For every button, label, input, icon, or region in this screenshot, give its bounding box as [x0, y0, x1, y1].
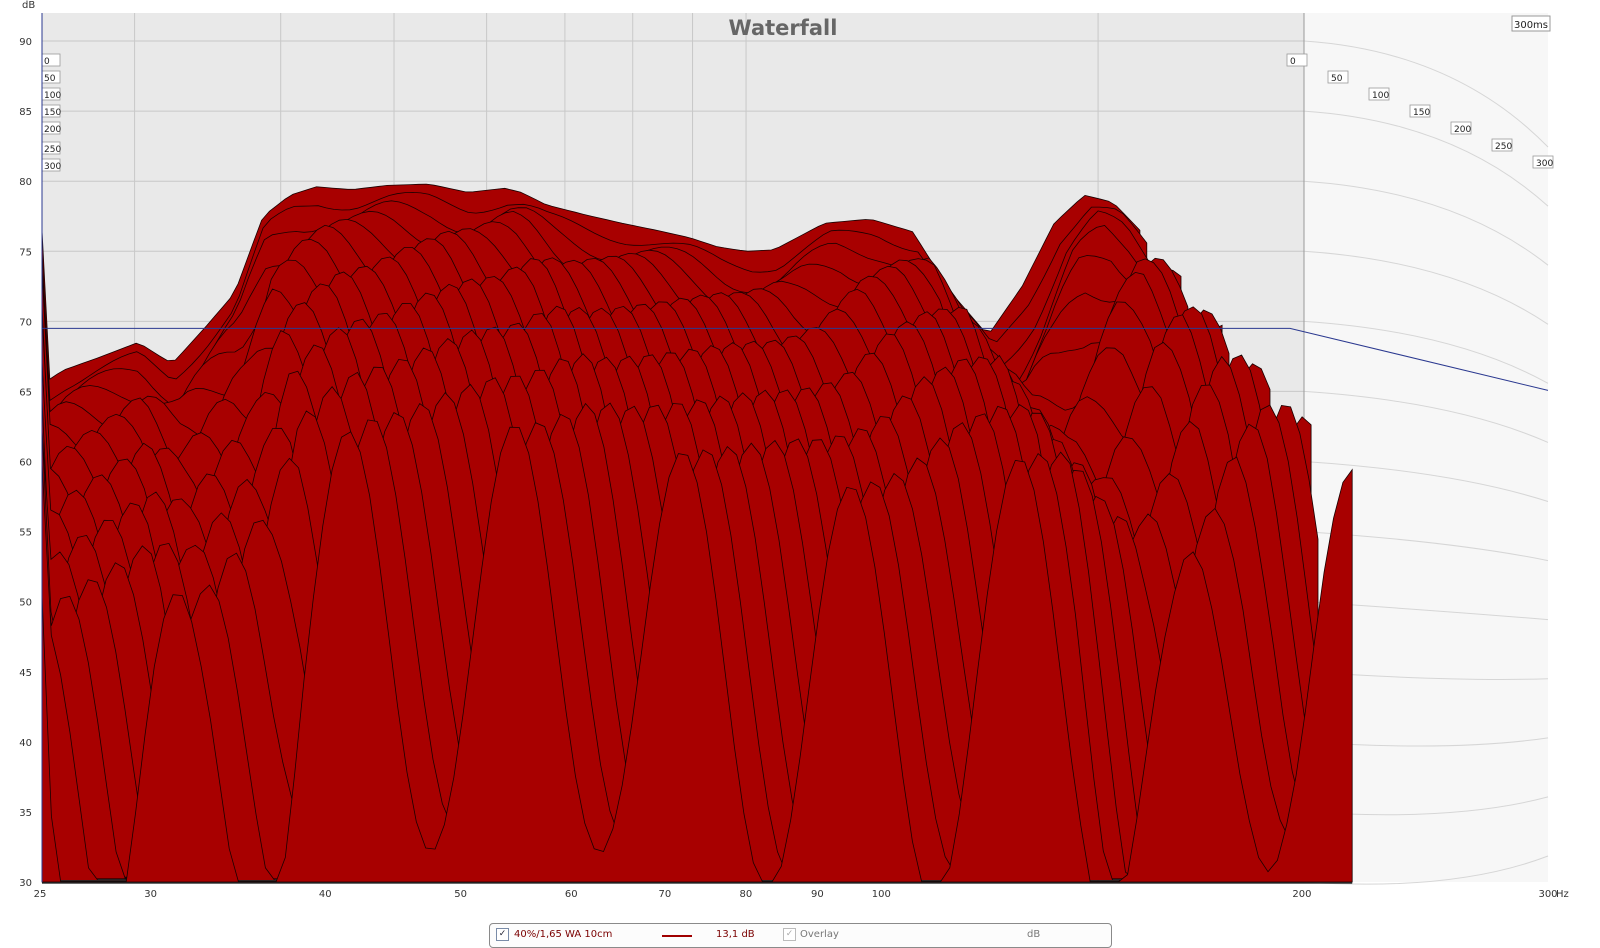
side-grid-line: [1303, 110, 1549, 207]
y-tick-label: 50: [19, 598, 32, 609]
time-tick-label: 0: [44, 57, 50, 67]
time-tick-label-right: 100: [1372, 91, 1389, 101]
time-tick-label: 300: [44, 162, 61, 172]
reference-line: [42, 327, 1549, 391]
y-tick-label: 85: [19, 107, 32, 118]
x-tick-label: 300: [1538, 889, 1557, 900]
time-tick-box-right: [1532, 155, 1554, 169]
x-tick-label: 40: [319, 889, 332, 900]
side-grid-line: [1303, 250, 1549, 325]
measurement-checkbox[interactable]: ✓: [496, 928, 509, 941]
y-axis-unit: dB: [22, 0, 35, 11]
time-tick-label-right: 150: [1413, 108, 1430, 118]
x-tick-label: 90: [811, 889, 824, 900]
time-tick-label-right: 0: [1290, 57, 1296, 67]
time-tick-label-right: 200: [1454, 125, 1471, 135]
measurement-color-swatch: [662, 935, 692, 937]
overlay-checkbox[interactable]: ✓: [783, 928, 796, 941]
legend-bar: ✓ 40%/1,65 WA 10cm 13,1 dB ✓ Overlay dB: [489, 923, 1112, 948]
x-tick-label: 70: [658, 889, 671, 900]
waterfall-slice: [41, 426, 1353, 883]
time-tick-label-right: 300: [1536, 159, 1553, 169]
side-grid-line: [1303, 320, 1549, 384]
x-tick-label: 100: [872, 889, 891, 900]
time-tick-box-right: [1327, 70, 1349, 84]
side-grid-line: [1303, 461, 1549, 502]
y-tick-label: 65: [19, 387, 32, 398]
axes: 25 30 40 50 60 70 80 90 100 200 300303540455055606…: [19, 13, 1558, 900]
y-tick-label: 60: [19, 458, 32, 469]
time-tick-label-right: 250: [1495, 142, 1512, 152]
y-tick-label: 75: [19, 247, 32, 258]
y-tick-label: 55: [19, 528, 32, 539]
measurement-value: 13,1 dB: [716, 929, 755, 940]
y-tick-label: 80: [19, 177, 32, 188]
time-label-box: [1511, 15, 1551, 32]
y-tick-label: 90: [19, 37, 32, 48]
time-tick-label: 100: [44, 91, 61, 101]
x-tick-label: 30: [144, 889, 157, 900]
measurement-label[interactable]: 40%/1,65 WA 10cm: [514, 929, 613, 940]
time-tick-box-right: [1491, 138, 1513, 152]
side-grid-line: [1303, 40, 1549, 148]
waterfall-slices: [41, 183, 1353, 884]
time-tick-label: 50: [44, 74, 56, 84]
time-tick-label: 250: [44, 145, 61, 155]
y-tick-label: 30: [19, 878, 32, 889]
time-tick-box-right: [1450, 121, 1472, 135]
side-grid-line: [1303, 180, 1549, 266]
y-tick-label: 45: [19, 668, 32, 679]
time-tick-box-right: [1409, 104, 1431, 118]
side-grid-line: [1303, 855, 1549, 885]
x-tick-label: 50: [454, 889, 467, 900]
time-tick-box-right: [1286, 53, 1308, 67]
time-tick-label: 200: [44, 125, 61, 135]
time-tick-box-right: [1368, 87, 1390, 101]
unit-label: dB: [1027, 929, 1041, 940]
time-tick-label-right: 50: [1331, 74, 1343, 84]
side-grid-line: [1303, 390, 1549, 443]
x-tick-label: 80: [740, 889, 753, 900]
y-tick-label: 40: [19, 738, 32, 749]
x-tick-label: 25: [34, 889, 47, 900]
chart-title: Waterfall: [729, 16, 838, 40]
time-tick-label: 150: [44, 108, 61, 118]
y-tick-label: 70: [19, 317, 32, 328]
y-tick-label: 35: [19, 808, 32, 819]
time-label: 300ms: [1514, 20, 1548, 31]
x-axis-unit: Hz: [1556, 889, 1569, 900]
x-tick-label: 60: [565, 889, 578, 900]
x-tick-label: 200: [1292, 889, 1311, 900]
overlay-label[interactable]: Overlay: [800, 929, 839, 940]
